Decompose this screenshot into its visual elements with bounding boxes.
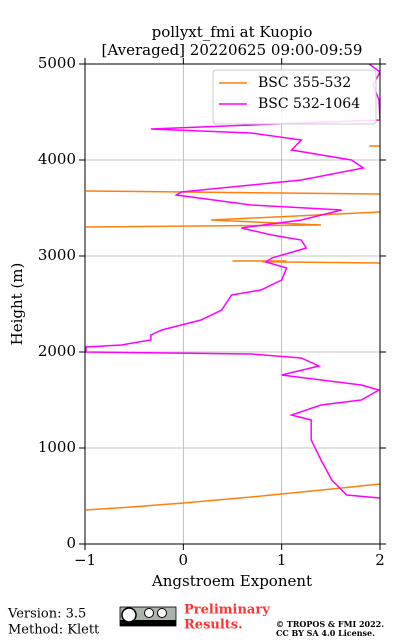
plot-frame: [84, 63, 381, 545]
x-tick-label: 0: [179, 551, 189, 569]
legend-box: [212, 69, 377, 125]
copyright: CC BY SA 4.0 License.: [276, 628, 375, 638]
x-tick-label: −1: [74, 551, 96, 569]
y-axis-label: Height (m): [8, 263, 26, 346]
x-axis-label: Angstroem Exponent: [151, 572, 312, 590]
y-tick-label: 1000: [38, 438, 76, 456]
y-tick-label: 5000: [38, 54, 76, 72]
legend-label: BSC 532-1064: [258, 96, 360, 112]
copyright: © TROPOS & FMI 2022.: [276, 619, 384, 629]
data-line: [85, 145, 380, 511]
data-line: [85, 64, 380, 499]
chart-subtitle: [Averaged] 20220625 09:00-09:59: [102, 41, 363, 59]
y-tick-label: 4000: [38, 150, 76, 168]
cc-logo: [119, 606, 177, 627]
x-tick-label: 1: [277, 551, 287, 569]
version: Version: 3.5: [7, 607, 86, 622]
x-tick-label: 2: [375, 551, 385, 569]
y-tick-label: 2000: [38, 342, 76, 360]
y-tick-label: 0: [66, 534, 76, 552]
y-tick-label: 3000: [38, 246, 76, 264]
notice: Results.: [184, 618, 243, 633]
method: Method: Klett: [8, 623, 100, 638]
notice: Preliminary: [184, 603, 270, 618]
chart-title: pollyxt_fmi at Kuopio: [152, 23, 313, 41]
legend-label: BSC 355-532: [258, 75, 351, 91]
